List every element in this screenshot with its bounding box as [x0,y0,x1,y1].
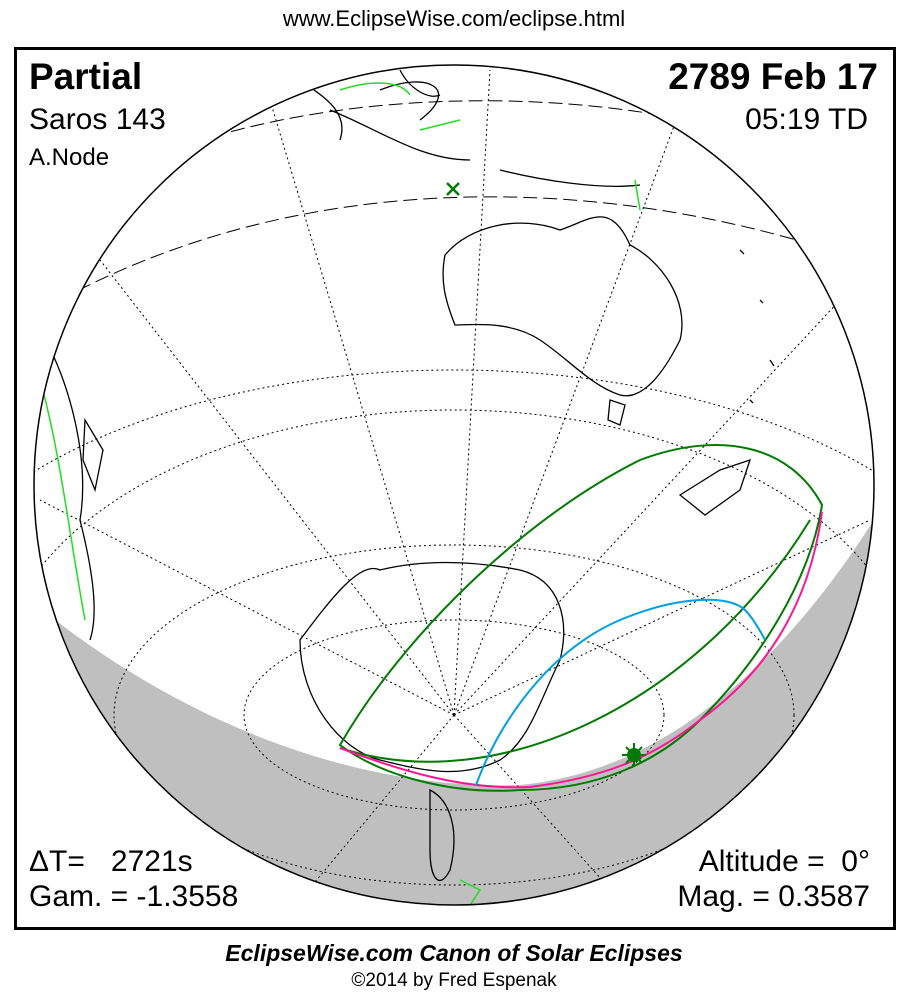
coastlines [39,69,775,882]
political-borders [39,82,641,905]
footer-copyright: ©2014 by Fred Espenak [351,970,557,991]
greatest-eclipse-star [622,743,646,767]
eclipse-map-frame [14,47,896,930]
page-url: www.EclipseWise.com/eclipse.html [282,6,626,31]
penumbra-inner-limit [339,519,811,763]
gamma: Gam. = -1.3558 [29,880,239,913]
eclipse-time: 05:19 TD [745,103,868,136]
footer-title: EclipseWise.com Canon of Solar Eclipses [225,940,683,966]
madagascar [82,417,104,493]
pacific-islands [739,249,775,404]
delta-t: ΔT= 2721s [29,845,193,879]
australia [442,216,683,397]
eclipse-curves [338,444,824,792]
globe-outline [33,64,875,906]
africa-east [39,329,95,641]
penumbra-northern-limit [338,444,824,792]
subsolar-cross-icon [446,182,460,196]
delta-t-value: 2721s [110,845,193,878]
delta-t-label: ΔT= [29,845,85,878]
max-eclipse-line [339,511,823,789]
eclipse-type: Partial [29,56,143,97]
new-zealand [678,458,752,516]
south-america-tip [429,788,455,882]
rise-set-curve [475,598,766,786]
node: A.Node [29,144,110,171]
tasmania [607,399,626,426]
magnitude: Mag. = 0.3587 [677,880,870,913]
eclipse-date: 2789 Feb 17 [668,56,878,97]
saros-number: Saros 143 [29,103,166,136]
sun-altitude: Altitude = 0° [698,845,870,878]
graticule [34,69,874,905]
night-region [34,510,874,905]
